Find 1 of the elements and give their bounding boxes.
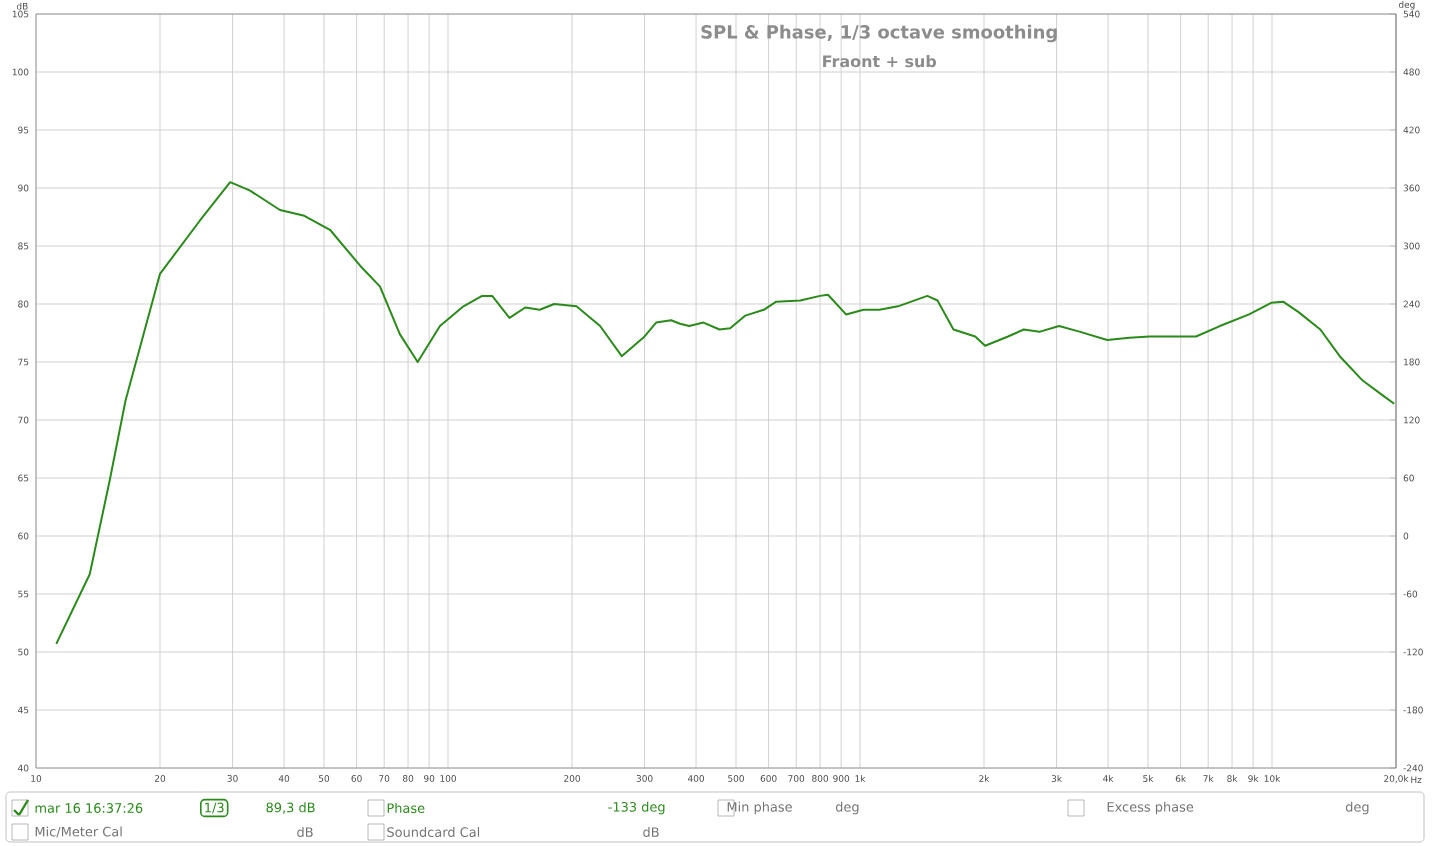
text: SPL & Phase, 1/3 octave smoothing — [701, 24, 1057, 43]
